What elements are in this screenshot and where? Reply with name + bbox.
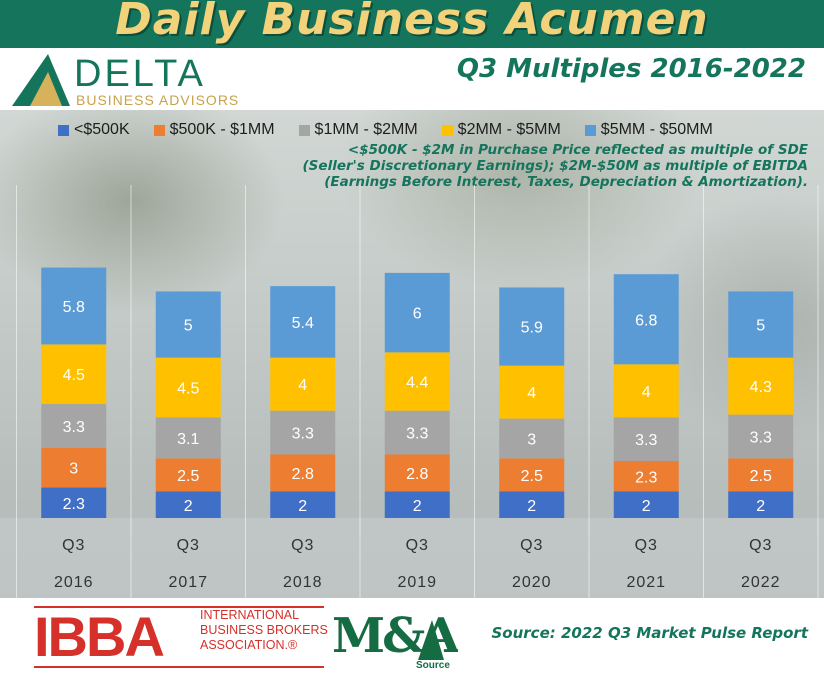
legend-label: $1MM - $2MM	[314, 121, 418, 138]
ibba-line: BUSINESS BROKERS	[200, 623, 328, 637]
note-line: (Earnings Before Interest, Taxes, Deprec…	[324, 174, 808, 190]
legend-label: $500K - $1MM	[169, 121, 275, 138]
ma-sub: Source	[416, 660, 450, 670]
footer	[0, 598, 824, 675]
title-band	[0, 0, 824, 48]
legend-label: $2MM - $5MM	[457, 121, 561, 138]
ibba-name: INTERNATIONAL BUSINESS BROKERS ASSOCIATI…	[200, 608, 328, 653]
note-line: (Seller's Discretionary Earnings); $2M-$…	[302, 158, 808, 174]
legend-swatch	[441, 124, 453, 136]
page-title: Daily Business Acumen	[115, 0, 709, 45]
ma-source-logo: M&A Source	[332, 608, 458, 670]
delta-logo-name: DELTA	[74, 53, 206, 95]
legend-label: $5MM - $50MM	[600, 121, 713, 138]
ibba-line: INTERNATIONAL	[200, 608, 300, 622]
legend-swatch	[584, 124, 596, 136]
ibba-line: ASSOCIATION.®	[200, 638, 298, 652]
delta-logo: DELTA BUSINESS ADVISORS	[12, 53, 238, 108]
chart-subtitle: Q3 Multiples 2016-2022	[456, 54, 806, 84]
chart-note: <$500K - $2M in Purchase Price reflected…	[238, 142, 808, 190]
chart-legend: <$500K $500K - $1MM $1MM - $2MM $2MM - $5MM…	[58, 120, 737, 140]
legend-item: $500K - $1MM	[153, 120, 275, 140]
legend-swatch	[153, 124, 165, 136]
legend-item: $5MM - $50MM	[584, 120, 713, 140]
legend-item: $2MM - $5MM	[441, 120, 561, 140]
source-note: Source: 2022 Q3 Market Pulse Report	[491, 624, 809, 642]
delta-logo-tagline: BUSINESS ADVISORS	[76, 92, 238, 108]
logo-band	[0, 48, 824, 110]
ibba-logo: IBBA	[34, 606, 324, 668]
legend-item: $1MM - $2MM	[298, 120, 418, 140]
ibba-abbrev: IBBA	[34, 606, 163, 668]
legend-swatch	[298, 124, 310, 136]
legend-swatch	[58, 124, 69, 136]
legend-item: <$500K	[58, 120, 130, 140]
note-line: <$500K - $2M in Purchase Price reflected…	[347, 142, 808, 158]
legend-label: <$500K	[74, 121, 130, 138]
